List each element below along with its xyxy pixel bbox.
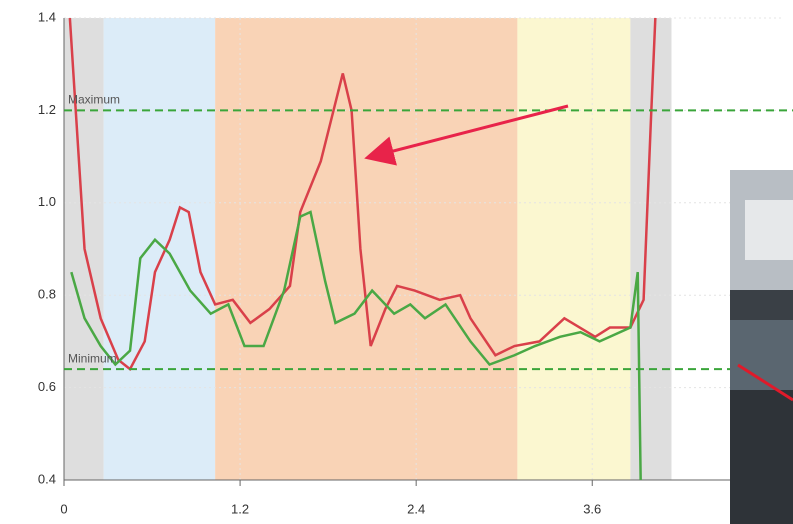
y-tick-label: 0.4: [38, 471, 56, 486]
x-tick-label: 0: [60, 501, 67, 516]
y-tick-label: 0.8: [38, 287, 56, 302]
x-tick-label: 3.6: [583, 501, 601, 516]
threshold-label: Maximum: [68, 93, 120, 107]
y-tick-label: 1.4: [38, 9, 56, 24]
x-tick-label: 1.2: [231, 501, 249, 516]
x-tick-label: 2.4: [407, 501, 425, 516]
band: [104, 18, 216, 480]
band: [517, 18, 630, 480]
photo-inset: [730, 170, 793, 524]
chart: 0.4 0.6 0.8 1.0 1.2 1.4 0 1.2 2.4 3.6 Maximum Minim…: [0, 0, 793, 524]
y-tick-label: 0.6: [38, 379, 56, 394]
band: [215, 18, 517, 480]
band: [630, 18, 671, 480]
y-tick-label: 1.0: [38, 194, 56, 209]
bands: [64, 18, 671, 480]
photo-band: [730, 290, 793, 320]
threshold-label: Minimum: [68, 351, 117, 365]
photo-light: [745, 200, 793, 260]
y-tick-label: 1.2: [38, 102, 56, 117]
photo-bottom: [730, 390, 793, 524]
